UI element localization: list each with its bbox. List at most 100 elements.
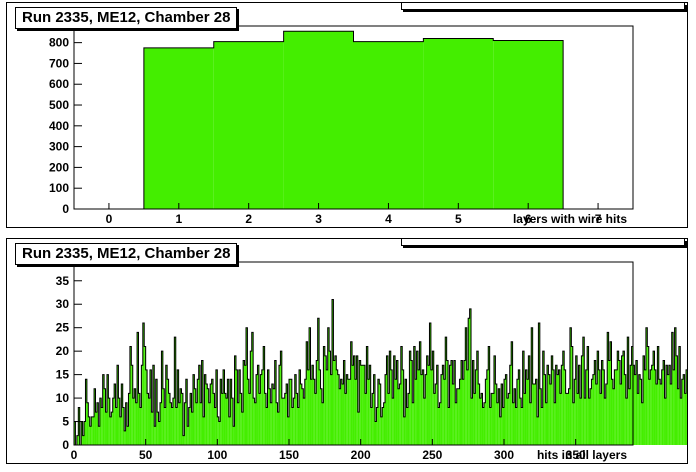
histogram-bar xyxy=(129,346,132,445)
histogram-bar xyxy=(142,323,145,445)
histogram-bar xyxy=(590,388,592,445)
histogram-bar xyxy=(214,407,216,445)
histogram-bar xyxy=(495,384,497,445)
histogram-bar xyxy=(317,318,320,445)
histogram-bar xyxy=(190,393,192,445)
histogram-bar xyxy=(251,332,254,445)
histogram-bar xyxy=(673,369,675,445)
histogram-bar xyxy=(653,351,655,445)
histogram-bar xyxy=(671,332,674,445)
histogram-bar xyxy=(366,346,368,445)
histogram-bar xyxy=(170,402,172,445)
histogram-bar xyxy=(235,369,238,445)
histogram-bar xyxy=(678,346,681,445)
histogram-bar xyxy=(442,365,444,445)
histogram-bar xyxy=(349,379,351,445)
histogram-bar xyxy=(115,407,117,445)
stats-box xyxy=(401,3,685,10)
histogram-bar xyxy=(172,398,175,445)
histogram-bar xyxy=(403,416,406,445)
y-tick-label: 700 xyxy=(49,56,69,70)
histogram-bar xyxy=(528,355,530,445)
histogram-bar xyxy=(608,360,611,445)
histogram-bar xyxy=(369,365,371,445)
histogram-bar xyxy=(618,360,621,445)
histogram-bar xyxy=(231,398,234,445)
histogram-bar xyxy=(125,402,128,445)
histogram-bar xyxy=(525,369,527,445)
histogram-bar xyxy=(627,337,629,445)
histogram-bar xyxy=(565,393,568,445)
histogram-bar xyxy=(373,374,375,445)
histogram-bar xyxy=(104,388,106,445)
histogram-bar xyxy=(287,416,289,445)
histogram-bar xyxy=(370,407,373,445)
histogram-bar xyxy=(389,351,391,445)
histogram-bar xyxy=(94,388,96,445)
histogram-bar xyxy=(141,365,143,445)
histogram-bar xyxy=(504,379,506,445)
histogram-bar xyxy=(468,318,470,445)
histogram-bar xyxy=(164,407,166,445)
histogram-bar xyxy=(284,393,287,445)
histogram-bar xyxy=(283,31,354,209)
histogram-bar xyxy=(582,337,585,445)
histogram-bar xyxy=(171,407,173,445)
y-tick-label: 500 xyxy=(49,98,69,112)
plot-frame xyxy=(73,261,634,446)
histogram-bar xyxy=(112,398,115,445)
stats-box xyxy=(401,239,685,246)
histogram-bar xyxy=(531,327,533,445)
histogram-bar xyxy=(612,388,615,445)
histogram-bar xyxy=(313,379,315,445)
histogram-bar xyxy=(425,374,427,445)
histogram-bar xyxy=(436,365,439,445)
histogram-bar xyxy=(135,402,138,445)
histogram-bar xyxy=(435,384,437,445)
histogram-bar xyxy=(428,365,430,445)
histogram-bar xyxy=(423,398,426,445)
y-tick-label: 300 xyxy=(49,140,69,154)
histogram-bar xyxy=(207,388,209,445)
histogram-bar xyxy=(415,379,417,445)
histogram-bar xyxy=(301,388,304,445)
histogram-bar xyxy=(489,407,492,445)
histogram-bar xyxy=(452,384,454,445)
histogram-bar xyxy=(281,398,284,445)
histogram-bar xyxy=(455,402,457,445)
histogram-bar xyxy=(518,369,520,445)
histogram-bar xyxy=(204,374,206,445)
histogram-bar xyxy=(85,379,87,445)
histogram-bar xyxy=(324,355,327,445)
histogram-bar xyxy=(569,327,572,445)
histogram-bar xyxy=(185,379,188,445)
histogram-bar xyxy=(154,426,156,445)
histogram-bar xyxy=(469,308,472,445)
histogram-bar xyxy=(181,393,183,445)
histogram-bar xyxy=(568,388,570,445)
histogram-bar xyxy=(273,388,275,445)
histogram-bar xyxy=(587,346,589,445)
histogram-bar xyxy=(554,402,556,445)
histogram-bar xyxy=(610,341,612,445)
histogram-bar xyxy=(332,299,334,445)
histogram-bar xyxy=(293,398,295,445)
histogram-bar xyxy=(594,360,596,445)
histogram-bar xyxy=(95,412,97,445)
histogram-bar xyxy=(74,421,76,445)
histogram-bar xyxy=(516,379,519,445)
y-tick-label: 25 xyxy=(56,321,70,335)
histogram-bar xyxy=(591,379,593,445)
histogram-bar xyxy=(197,379,199,445)
histogram-bar xyxy=(539,388,542,445)
histogram-bar xyxy=(278,365,281,445)
histogram-bar xyxy=(456,388,459,445)
histogram-bar xyxy=(382,407,384,445)
histogram-bar xyxy=(505,374,507,445)
histogram-bar xyxy=(561,365,563,445)
histogram-bar xyxy=(473,393,476,445)
histogram-bar xyxy=(420,374,423,445)
histogram-bar xyxy=(246,327,248,445)
histogram-bar xyxy=(655,384,658,445)
x-tick-label: 0 xyxy=(71,448,78,462)
